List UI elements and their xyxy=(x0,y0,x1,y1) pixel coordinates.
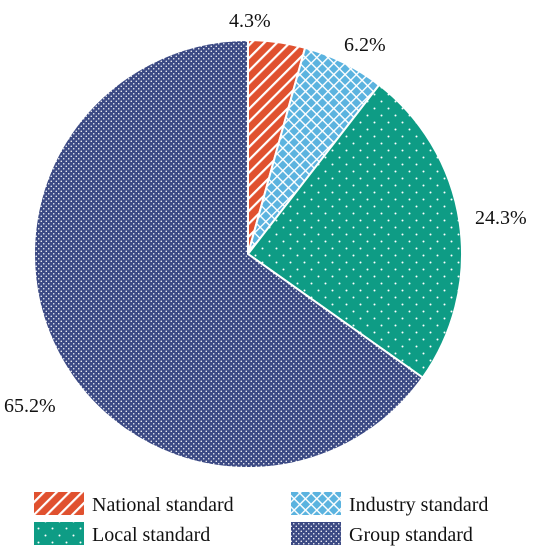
legend: National standard Industry standard Loca… xyxy=(34,492,488,546)
pie-slice-local xyxy=(246,83,463,379)
legend-swatch-local xyxy=(34,522,84,545)
legend-label-local: Local standard xyxy=(92,524,210,546)
legend-swatch-industry xyxy=(291,492,341,515)
slice-label-national: 4.3% xyxy=(229,10,271,32)
legend-swatch-group xyxy=(291,522,341,545)
slice-label-local: 24.3% xyxy=(475,207,527,229)
slice-label-industry: 6.2% xyxy=(344,34,386,56)
slice-label-group: 65.2% xyxy=(4,395,56,417)
legend-label-national: National standard xyxy=(92,494,234,516)
pie-slices xyxy=(33,38,463,469)
legend-swatch-national xyxy=(34,492,84,515)
legend-label-industry: Industry standard xyxy=(349,494,488,516)
legend-label-group: Group standard xyxy=(349,524,473,546)
pie-slice-group xyxy=(33,38,425,469)
